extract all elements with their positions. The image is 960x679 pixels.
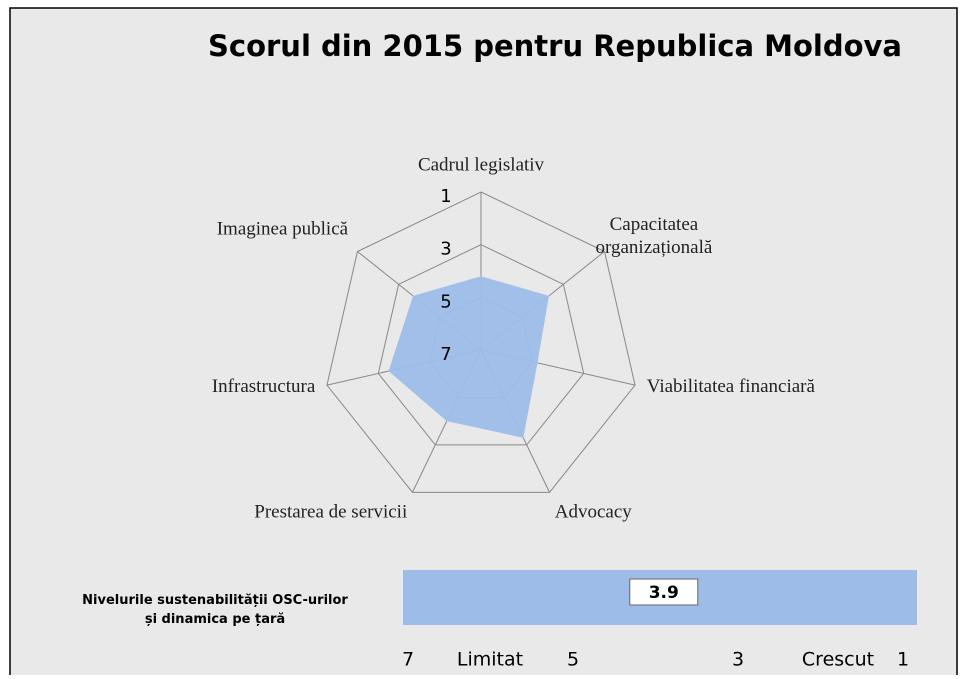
radar-vertex: [522, 437, 524, 439]
radar-vertex: [412, 295, 414, 297]
category-label: Advocacy: [555, 502, 633, 523]
bar-title: Nivelurile sustenabilității OSC-urilor și…: [82, 593, 348, 627]
scale-annotation: Crescut: [802, 649, 874, 671]
r-tick-label: 1: [440, 186, 451, 207]
category-label: Cadrul legislativ: [418, 154, 545, 175]
chart-title: Scorul din 2015 pentru Republica Moldova: [208, 29, 902, 63]
category-label: Capacitatea organizațională: [596, 214, 713, 258]
value-label: 3.9: [649, 583, 679, 603]
radar-vertex: [548, 295, 550, 297]
category-label: Infrastructura: [212, 376, 316, 397]
radar-vertex: [446, 420, 448, 422]
grid-ring: [377, 244, 585, 446]
category-label: Viabilitatea financiară: [647, 376, 816, 397]
x-tick-label: 7: [402, 649, 414, 671]
r-tick-label: 5: [440, 291, 451, 312]
x-tick-label: 1: [897, 649, 909, 671]
scale-annotation: Limitat: [457, 649, 523, 671]
r-tick-label: 3: [440, 239, 451, 260]
category-label: Prestarea de servicii: [254, 502, 407, 523]
radar-vertex: [480, 275, 482, 277]
radar-vertex: [388, 370, 390, 372]
r-tick-label: 7: [440, 344, 451, 365]
x-tick-label: 3: [732, 649, 744, 671]
value-box: [629, 578, 699, 606]
radar-area: [388, 276, 549, 438]
grid-ring: [326, 191, 636, 493]
x-tick-label: 5: [567, 649, 579, 671]
category-label: Imaginea publică: [217, 218, 349, 239]
radar-vertex: [536, 362, 538, 364]
